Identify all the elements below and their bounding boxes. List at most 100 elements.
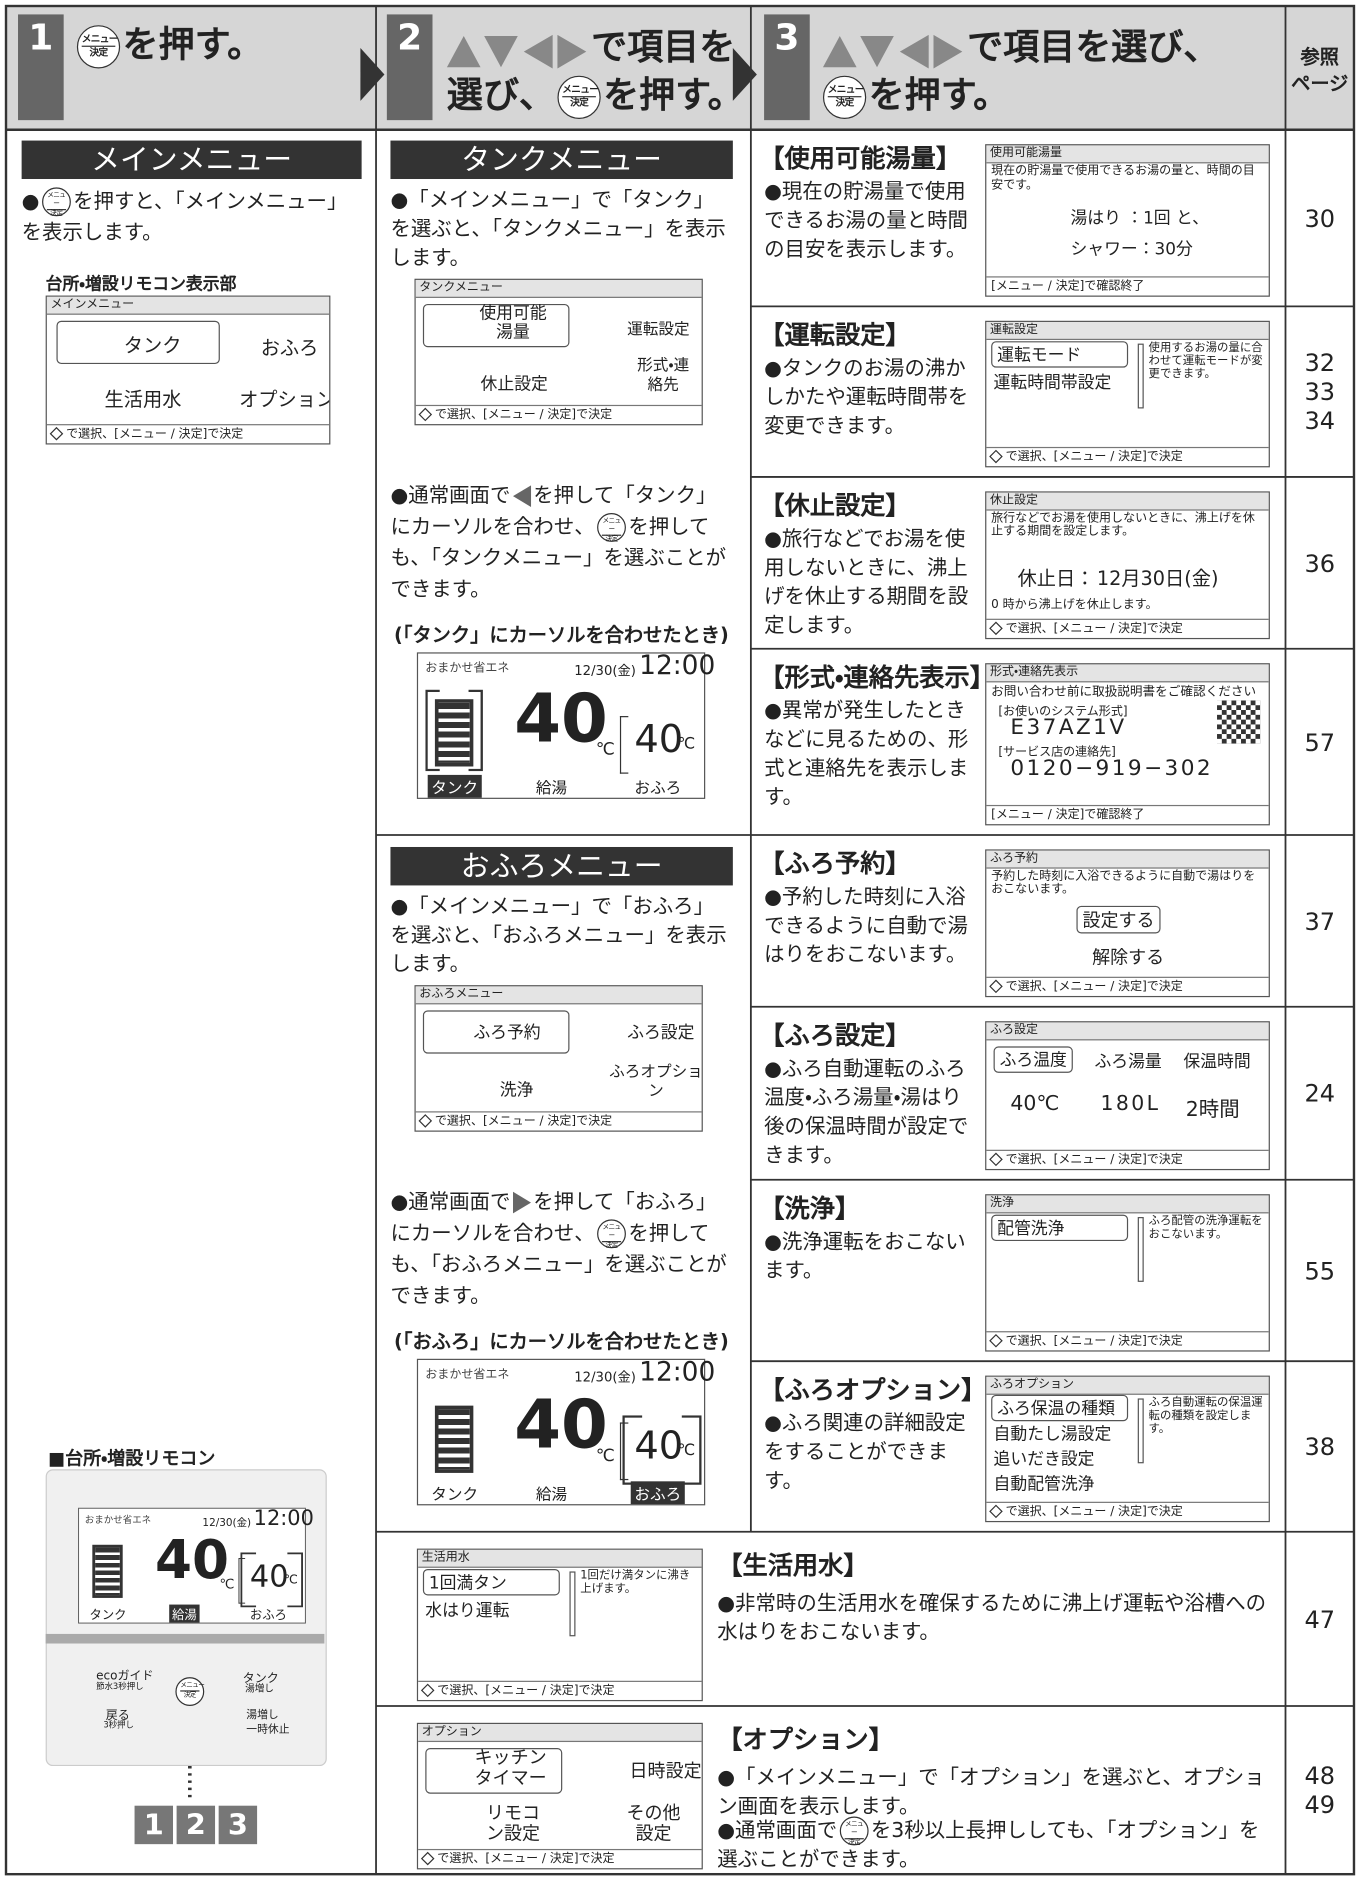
polygon	[446, 36, 481, 68]
bottom-description2b: を3秒以上長押ししても、「オプション」を選ぶことができます。	[717, 1818, 1260, 1872]
bath-menu-note-a: ●通常画面で	[390, 1190, 511, 1215]
items-pages: 55	[1304, 1256, 1336, 1285]
items-title: 【ふろオプション】	[759, 1375, 987, 1405]
normal-screen-labels: タンク	[89, 1608, 127, 1623]
screen-entries: 保温時間	[1183, 1052, 1251, 1072]
screen-footer: で選択、[メニュー / 決定]で決定	[415, 404, 702, 424]
button-icon-bottom: 決定	[605, 1242, 618, 1250]
tl	[512, 485, 531, 507]
button-icon-bottom: 決定	[89, 46, 109, 58]
tank-menu-title: タンクメニュー	[390, 140, 733, 180]
screen: ふろ設定 で選択、[メニュー / 決定]で決定 ふろ温度 ふろ湯量 保温時間 40℃ 180…	[985, 1021, 1270, 1171]
screen-footer-select: で選択、[メニュー / 決定]で決定	[1005, 1153, 1183, 1167]
bottom-pages: 48	[1304, 1761, 1336, 1791]
normal-screen-date: 12/30(金)	[574, 663, 636, 679]
screen-footer-select: で選択、[メニュー / 決定]で決定	[437, 1684, 615, 1698]
screen-items: 洗浄	[499, 1081, 534, 1101]
screen-entries: 自動配管洗浄	[993, 1475, 1095, 1495]
bottom-pages: 49	[1304, 1790, 1336, 1819]
screen-lines: 休止日：	[1017, 567, 1095, 590]
screen-items: おふろ	[260, 336, 319, 360]
screen: タンクメニュー で選択、[メニュー / 決定]で決定 使用可能湯量 運転設定 休止設定 形…	[414, 278, 703, 426]
screen-items: ふろオプション	[609, 1063, 703, 1101]
polygon	[860, 36, 894, 68]
button-icon-top: メニュー	[180, 1682, 205, 1692]
screen-title: 形式・連絡先表示	[986, 664, 1269, 683]
remote-buttons: 湯増し	[245, 1683, 274, 1694]
items-description: ●異常が発生したときなどに見るための、形式と連絡先を表示します。	[764, 699, 969, 810]
main-menu-step-badges: 3	[218, 1805, 258, 1845]
normal-screen-unit: ℃	[677, 735, 696, 754]
items-pages: 57	[1304, 727, 1336, 757]
bottom-description2a: ●通常画面で	[717, 1818, 838, 1843]
screen: 運転設定 で選択、[メニュー / 決定]で決定 運転モード 運転時間帯設定 使用するお湯…	[985, 320, 1270, 468]
remote-buttons: 一時休止	[246, 1724, 290, 1737]
big: メニュー 決定	[557, 75, 601, 119]
button-icon-bottom: 決定	[570, 96, 589, 108]
screen-footer: [メニュー / 決定]で確認終了	[986, 804, 1269, 824]
screen-text: 予約した時刻に入浴できるように自動で湯はりをおこないます。	[991, 869, 1256, 897]
screen-side: 1回だけ満タンに沸き上げます。	[580, 1569, 691, 1596]
screen-text: 旅行などでお湯を使用しないときに、沸上げを休止する期間を設定します。	[991, 511, 1255, 539]
screen-entries: 追いだき設定	[993, 1450, 1095, 1470]
screen-items: タンク	[123, 333, 182, 357]
normal-screen-labels: おふろ	[634, 779, 682, 798]
reference-line2: ページ	[1291, 72, 1349, 95]
button-icon-top: メニュー	[844, 1821, 864, 1840]
screen-footer-select: で選択、[メニュー / 決定]で決定	[66, 427, 244, 441]
divider	[619, 716, 629, 774]
polygon	[360, 48, 385, 101]
main-menu-title: メインメニュー	[21, 140, 362, 180]
screen-title: ふろ設定	[986, 1022, 1269, 1041]
items-description: ●現在の貯湯量で使用できるお湯の量と時間の目安を表示します。	[764, 180, 968, 262]
items-title: 【形式・連絡先表示】	[759, 663, 995, 693]
step3-number: 3	[764, 14, 810, 121]
big: メニュー 決定	[76, 24, 121, 68]
button-icon-bottom: 決定	[183, 1691, 197, 1699]
qr-code	[1217, 700, 1261, 744]
ic: メニュー 決定	[597, 1219, 626, 1250]
screen-title: ふろ予約	[986, 850, 1269, 869]
button-icon-top: メニュー	[601, 518, 622, 536]
step2-line1: で項目を	[591, 26, 736, 69]
step-text: メニュー 決定 を押す。	[821, 72, 1009, 120]
dp	[420, 1851, 435, 1866]
button-icon-top: メニュー	[601, 1224, 622, 1243]
items-pages: 34	[1304, 406, 1336, 435]
screen-entries: 配管洗浄	[991, 1214, 1129, 1242]
tank-gauge	[434, 1405, 474, 1473]
screen-entries: 水はり運転	[425, 1601, 510, 1621]
screen-entries: 運転モード	[991, 341, 1129, 368]
scrollbar	[1137, 1398, 1144, 1464]
reference-line1: 参照	[1300, 45, 1339, 69]
screen: 休止設定 で選択、[メニュー / 決定]で決定 旅行などでお湯を使用しないときに、沸…	[985, 491, 1270, 640]
remote-buttons: 3秒押し	[103, 1720, 134, 1731]
screen: ふろオプション で選択、[メニュー / 決定]で決定 ふろ保温の種類 自動たし湯設定追…	[985, 1375, 1270, 1523]
items-title: 【ふろ予約】	[759, 849, 911, 879]
screen-entries: 設定する	[1076, 905, 1161, 934]
bottom-description: ●非常時の生活用水を確保するために沸上げ運転や浴槽への水はりをおこないます。	[717, 1591, 1267, 1645]
items-pages: 24	[1304, 1078, 1336, 1108]
screen-footer: で選択、[メニュー / 決定]で決定	[986, 1501, 1269, 1521]
dp	[989, 979, 1003, 994]
main-menu-description-b: を押すと、「メインメニュー」を表示します。	[21, 189, 348, 246]
bath-menu-note-b: を押して「おふろ」にカーソルを合わせ、	[390, 1190, 717, 1246]
polygon	[899, 34, 929, 69]
normal-screen-mode: おまかせ省エネ	[425, 661, 510, 676]
screen-items: ふろ予約	[473, 1023, 541, 1043]
step2-number: 2	[386, 14, 433, 121]
screen-side: 使用するお湯の量に合わせて運転モードが変更できます。	[1148, 341, 1263, 381]
screen-footer: で選択、[メニュー / 決定]で決定	[415, 1111, 702, 1130]
button-icon-bottom: 決定	[605, 535, 618, 544]
main-menu-step-badges: 2	[176, 1805, 216, 1845]
remote-buttons: タンク	[242, 1672, 279, 1686]
normal-screen-mode: おまかせ省エネ	[84, 1515, 152, 1526]
screen-items: 生活用水	[104, 388, 182, 411]
screen-title: 運転設定	[986, 321, 1269, 340]
screen-title: メインメニュー	[46, 296, 330, 315]
polygon	[523, 34, 553, 69]
normal-screen-labels: タンク	[427, 774, 482, 798]
screen-note: 0 時から沸上げを休止します。	[991, 598, 1158, 612]
button-icon-bottom: 決定	[847, 1839, 861, 1847]
